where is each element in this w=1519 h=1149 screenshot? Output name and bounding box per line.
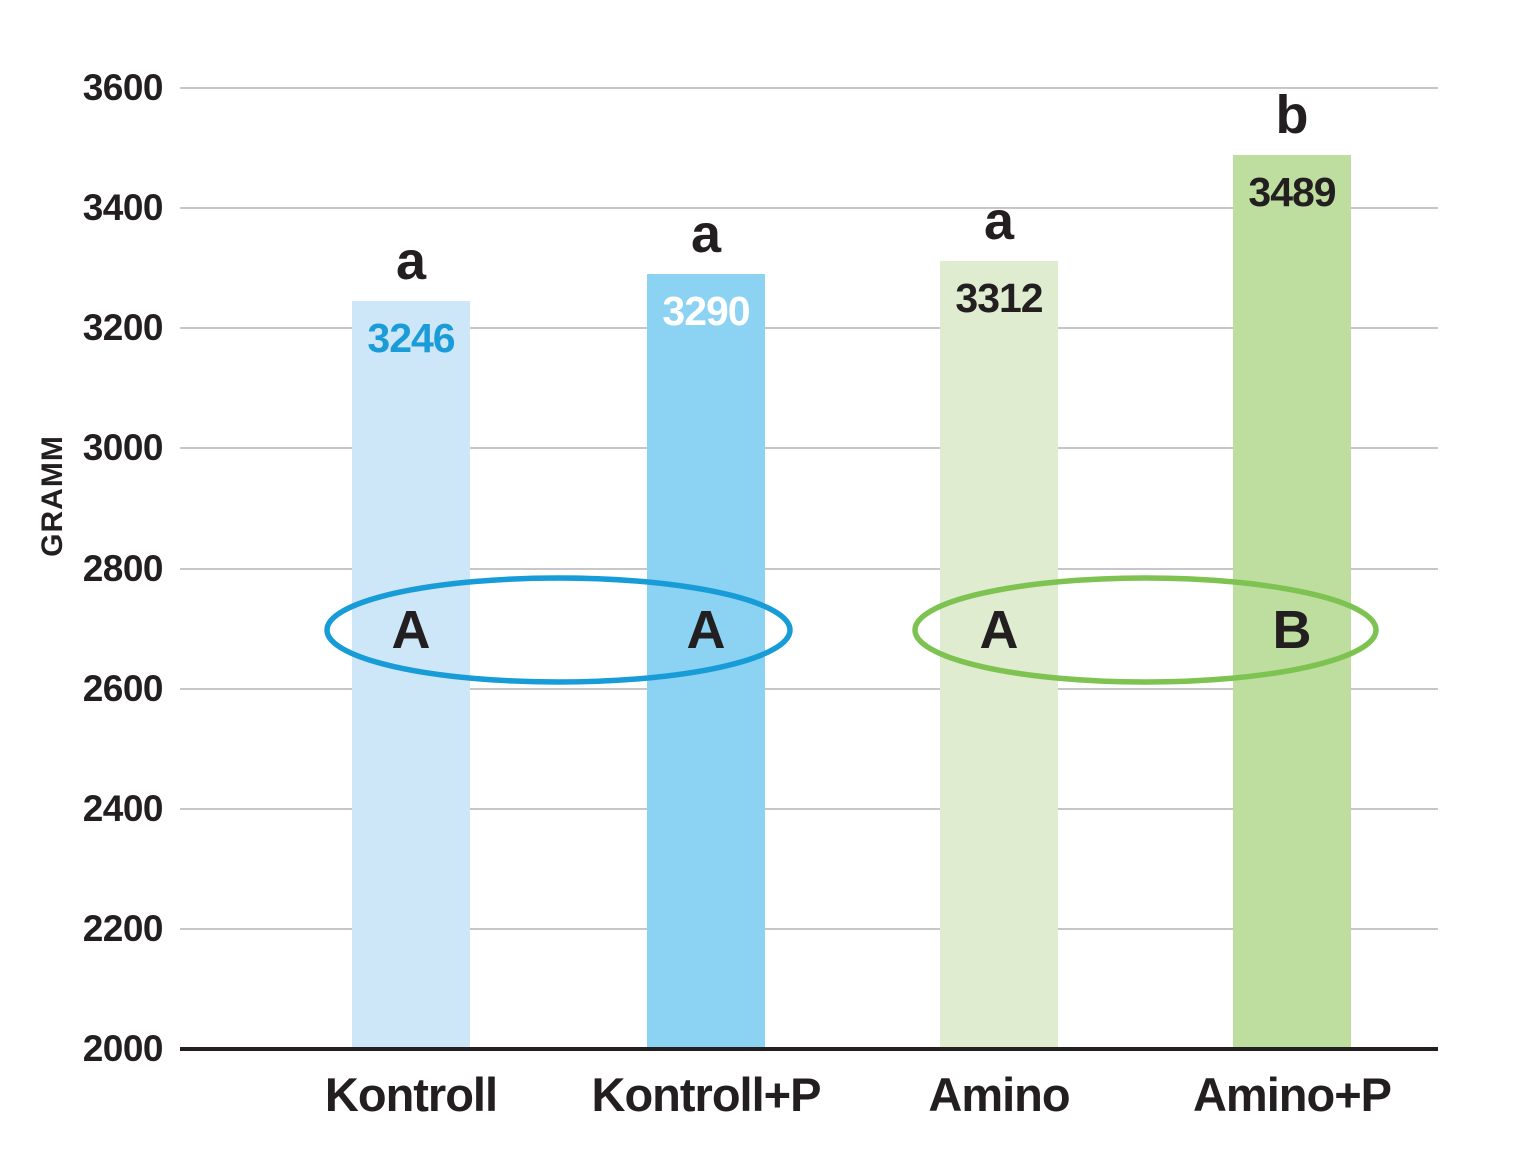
y-axis-tick-label: 3000 [82,427,164,469]
x-axis-category-label: Amino [928,1068,1070,1121]
x-axis-line [180,1047,1438,1051]
y-axis-tick-label: 2000 [82,1028,164,1069]
x-axis-category-label: Kontroll [324,1068,498,1121]
gridline [180,807,1438,810]
gridline [180,687,1438,690]
y-axis-tick-label: 3400 [82,187,164,229]
significance-letter: a [983,190,1015,251]
y-axis-tick-label: 3200 [82,307,164,349]
x-axis-category-label: Amino+P [1192,1068,1392,1121]
gridline [180,327,1438,330]
y-axis-tick-label: 2400 [82,787,164,829]
gridline [180,447,1438,450]
gridline [180,567,1438,570]
significance-letter: a [690,204,722,265]
group-letter: B [1272,600,1312,660]
bar [352,300,470,1049]
significance-letter: b [1275,84,1309,145]
group-letter: A [391,600,431,660]
bar-value-label: 3489 [1248,168,1336,215]
gridline [180,87,1438,89]
bar-value-label: 3246 [367,314,455,361]
y-axis-tick-label: 3600 [82,67,164,108]
group-letter: A [686,600,726,660]
y-axis-tick-label: 2600 [82,667,164,709]
significance-letter: a [395,230,427,291]
bar-value-label: 3290 [662,288,750,335]
bar-value-label: 3312 [955,274,1043,321]
y-axis-tick-label: 2800 [82,547,164,589]
group-letter: A [979,600,1019,660]
y-axis-tick-label: 2200 [82,907,164,949]
gridline [180,207,1438,210]
gridline [180,927,1438,930]
bar [647,274,765,1049]
x-axis-category-label: Kontroll+P [591,1068,822,1121]
